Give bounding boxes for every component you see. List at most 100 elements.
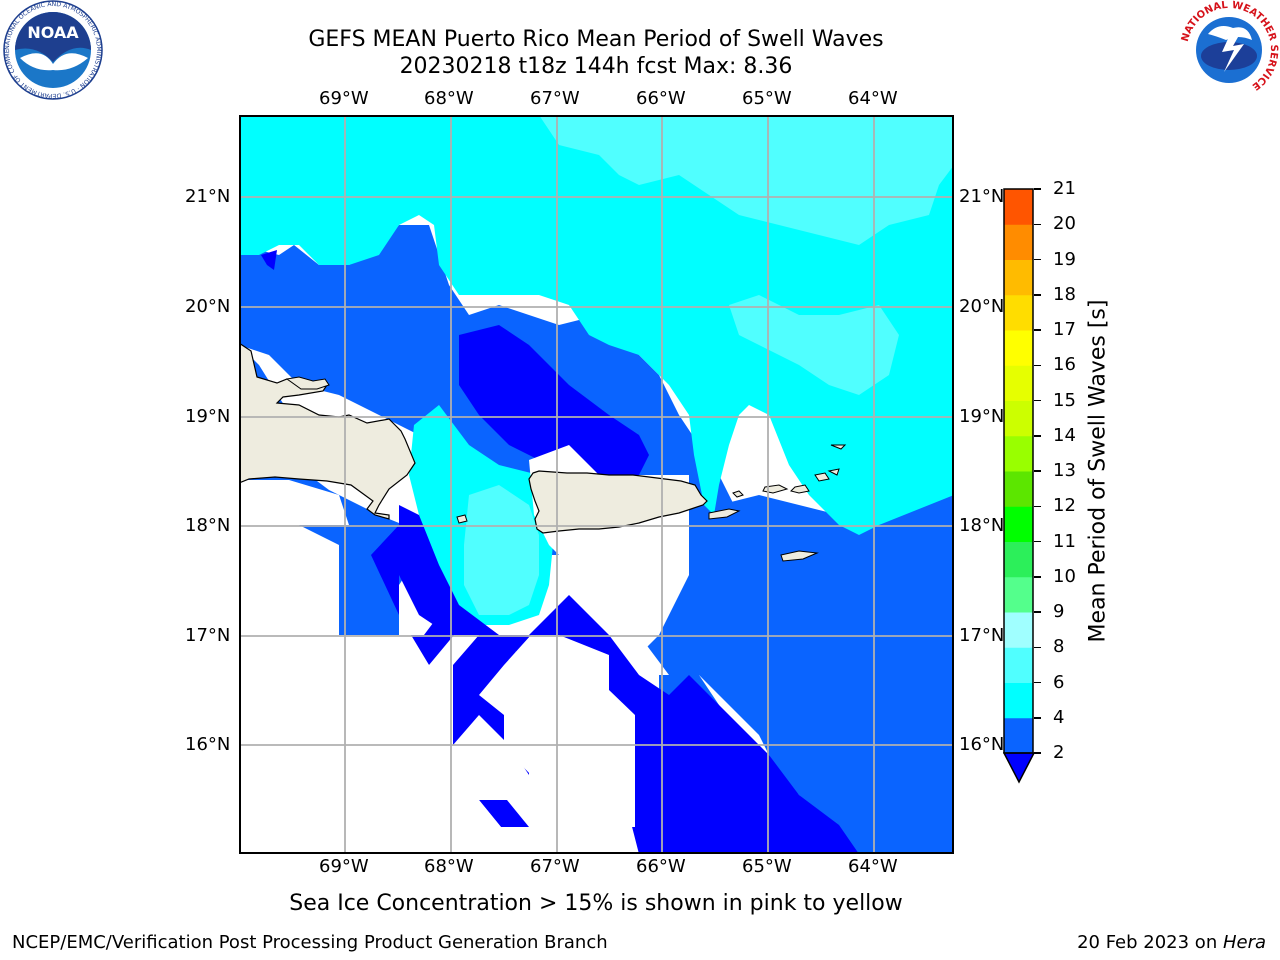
colorbar-tick-mark [1034, 576, 1041, 578]
colorbar-tick-label: 10 [1053, 565, 1076, 587]
lat-label-left-17: 17°N [185, 625, 231, 646]
nodata-region-southwest-pr [239, 525, 339, 635]
st-croix-island [780, 550, 819, 562]
footer-date-text: 20 Feb 2023 on [1077, 932, 1223, 953]
colorbar-segment [1004, 400, 1033, 437]
colorbar-tick-label: 2 [1053, 742, 1065, 763]
lon-label-bottom-68: 68°W [424, 856, 474, 877]
virgin-islands [732, 444, 847, 498]
colorbar-segment [1004, 682, 1033, 719]
lon-label-bottom-65: 65°W [742, 856, 792, 877]
lon-label-top-64: 64°W [848, 88, 898, 109]
colorbar-tick-mark [1034, 717, 1041, 719]
lat-label-right-19: 19°N [959, 406, 1005, 427]
period-below-2-region-h [261, 250, 277, 270]
lat-label-left-19: 19°N [185, 406, 231, 427]
colorbar-tick-label: 13 [1053, 460, 1076, 481]
vieques-island [708, 508, 741, 520]
period-6-8-region-3 [729, 295, 899, 395]
period-below-2-region-f [479, 800, 529, 827]
lat-label-right-17: 17°N [959, 625, 1005, 646]
colorbar-segment [1004, 189, 1033, 225]
colorbar-segment [1004, 506, 1033, 542]
period-below-2-region-southwest [371, 525, 454, 665]
colorbar-tick-mark [1034, 540, 1041, 543]
lat-label-right-18: 18°N [959, 515, 1005, 536]
colorbar-tick-label: 16 [1053, 354, 1076, 376]
colorbar-tick-label: 4 [1053, 706, 1065, 728]
colorbar-tick-label: 9 [1053, 601, 1065, 622]
colorbar [1003, 188, 1036, 784]
colorbar-segment [1004, 647, 1033, 683]
colorbar-tick-label: 19 [1053, 248, 1076, 270]
lat-label-left-18: 18°N [185, 515, 231, 536]
colorbar-tick-mark [1034, 752, 1041, 754]
lon-label-top-65: 65°W [742, 88, 792, 109]
colorbar-tick-label: 15 [1053, 389, 1076, 411]
colorbar-tick-mark [1034, 188, 1041, 190]
colorbar-segment [1004, 717, 1033, 754]
footer-date: 20 Feb 2023 on Hera [1077, 932, 1266, 953]
period-6-8-region-2 [464, 485, 539, 615]
lat-label-left-21: 21°N [185, 186, 231, 207]
noaa-logo: NATIONAL OCEANIC AND ATMOSPHERIC ADMINIS… [2, 0, 103, 100]
period-6-8-region [539, 115, 954, 245]
period-below-2-region-south [399, 505, 859, 854]
lat-label-right-16: 16°N [959, 734, 1005, 755]
colorbar-tick-mark [1034, 505, 1041, 507]
colorbar-tick-mark [1034, 223, 1041, 225]
colorbar-tick-label: 14 [1053, 424, 1076, 446]
colorbar-tick-mark [1034, 258, 1041, 261]
colorbar-segment [1004, 471, 1033, 507]
colorbar-border [1003, 188, 1034, 754]
colorbar-segment [1004, 541, 1033, 578]
chart-subtitle: 20230218 t18z 144h fcst Max: 8.36 [399, 54, 793, 79]
colorbar-tick-mark [1034, 611, 1041, 613]
colorbar-tick-mark [1034, 329, 1041, 331]
colorbar-segment [1004, 576, 1033, 613]
map-border [239, 115, 954, 854]
svg-text:NOAA: NOAA [27, 23, 79, 42]
colorbar-tick-mark [1034, 435, 1041, 437]
lat-label-left-20: 20°N [185, 296, 231, 317]
colorbar-tick-label: 8 [1053, 636, 1065, 658]
lat-label-left-16: 16°N [185, 734, 231, 755]
swell-period-map [239, 115, 954, 854]
map-gridlines [239, 115, 954, 854]
period-below-2-region [459, 325, 649, 495]
colorbar-tick-mark [1034, 294, 1041, 296]
isla-saona [285, 376, 330, 390]
chart-title: GEFS MEAN Puerto Rico Mean Period of Swe… [308, 27, 884, 52]
mona-island [456, 514, 468, 524]
colorbar-tick-mark [1034, 646, 1041, 648]
lon-label-bottom-67: 67°W [530, 856, 580, 877]
colorbar-tick-mark [1034, 470, 1041, 472]
colorbar-segment [1004, 294, 1033, 331]
lon-label-bottom-66: 66°W [636, 856, 686, 877]
lat-label-right-20: 20°N [959, 296, 1005, 317]
colorbar-segment [1004, 330, 1033, 366]
lon-label-top-66: 66°W [636, 88, 686, 109]
nodata-region-south-2 [239, 615, 531, 854]
colorbar-extend-low [1003, 752, 1036, 784]
lon-label-bottom-69: 69°W [319, 856, 369, 877]
colorbar-segment [1004, 612, 1033, 648]
nodata-region-west [239, 480, 349, 525]
colorbar-tick-label: 21 [1053, 178, 1076, 199]
colorbar-segment [1004, 365, 1033, 401]
colorbar-tick-mark [1034, 681, 1041, 684]
colorbar-tick-label: 11 [1053, 530, 1076, 552]
footer-system: Hera [1222, 932, 1266, 953]
colorbar-segment [1004, 224, 1033, 260]
sea-ice-caption: Sea Ice Concentration > 15% is shown in … [289, 891, 903, 916]
lon-label-top-69: 69°W [319, 88, 369, 109]
lat-label-right-21: 21°N [959, 186, 1005, 207]
colorbar-tick-mark [1034, 364, 1041, 366]
colorbar-tick-label: 20 [1053, 213, 1076, 235]
colorbar-tick-mark [1034, 399, 1041, 402]
colorbar-label: Mean Period of Swell Waves [s] [1085, 299, 1111, 643]
colorbar-segment [1004, 435, 1033, 472]
lon-label-bottom-64: 64°W [848, 856, 898, 877]
colorbar-tick-label: 18 [1053, 283, 1076, 305]
nws-logo: NATIONAL WEATHER SERVICE [1180, 0, 1279, 99]
